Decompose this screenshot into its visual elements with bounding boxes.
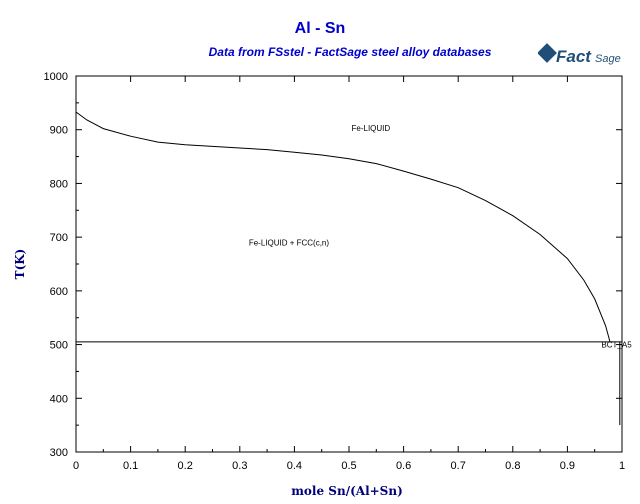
x-tick-label: 0.4: [287, 460, 302, 472]
y-tick-label: 400: [50, 393, 68, 405]
plot-frame: [75, 75, 623, 453]
y-tick-label: 600: [50, 286, 68, 298]
x-tick-label: 0.9: [560, 460, 575, 472]
x-tick-label: 0: [73, 460, 79, 472]
x-axis-label: mole Sn/(Al+Sn): [291, 484, 403, 498]
phase-boundaries: [75, 111, 622, 426]
y-tick-label: 1000: [44, 71, 68, 83]
y-axis-label: T(K): [13, 249, 27, 280]
x-tick-label: 1: [619, 460, 625, 472]
x-tick-label: 0.2: [178, 460, 193, 472]
phase-label: Fe-LIQUID: [352, 124, 391, 133]
svg-text:Sage: Sage: [595, 53, 621, 65]
chart-title: Al - Sn: [294, 20, 346, 37]
phase-labels: Fe-LIQUID Fe-LIQUID + FCC(c,n) BCT_A5: [249, 124, 632, 349]
y-tick-label: 300: [50, 447, 68, 459]
x-tick-label: 0.8: [505, 460, 520, 472]
factsage-logo: Fact Sage: [538, 43, 621, 66]
chart-subtitle: Data from FSstel - FactSage steel alloy …: [208, 45, 492, 59]
phase-label: BCT_A5: [601, 340, 632, 349]
y-tick-label: 800: [50, 178, 68, 190]
x-tick-label: 0.3: [232, 460, 247, 472]
x-axis-ticks: 0 0.1 0.2 0.3 0.4 0.5 0.6 0.7 0.8 0.9 1: [73, 76, 625, 472]
phase-label: Fe-LIQUID + FCC(c,n): [249, 239, 330, 248]
x-tick-label: 0.7: [451, 460, 466, 472]
x-tick-label: 0.5: [341, 460, 356, 472]
phase-boundary-0: [75, 111, 611, 343]
y-tick-label: 900: [50, 125, 68, 137]
y-tick-label: 500: [50, 340, 68, 352]
svg-text:Fact: Fact: [556, 47, 592, 66]
y-tick-label: 700: [50, 232, 68, 244]
x-tick-label: 0.1: [123, 460, 138, 472]
y-axis-ticks: 300 400 500 600 700 800 900 1000: [44, 71, 622, 459]
x-tick-label: 0.6: [396, 460, 411, 472]
